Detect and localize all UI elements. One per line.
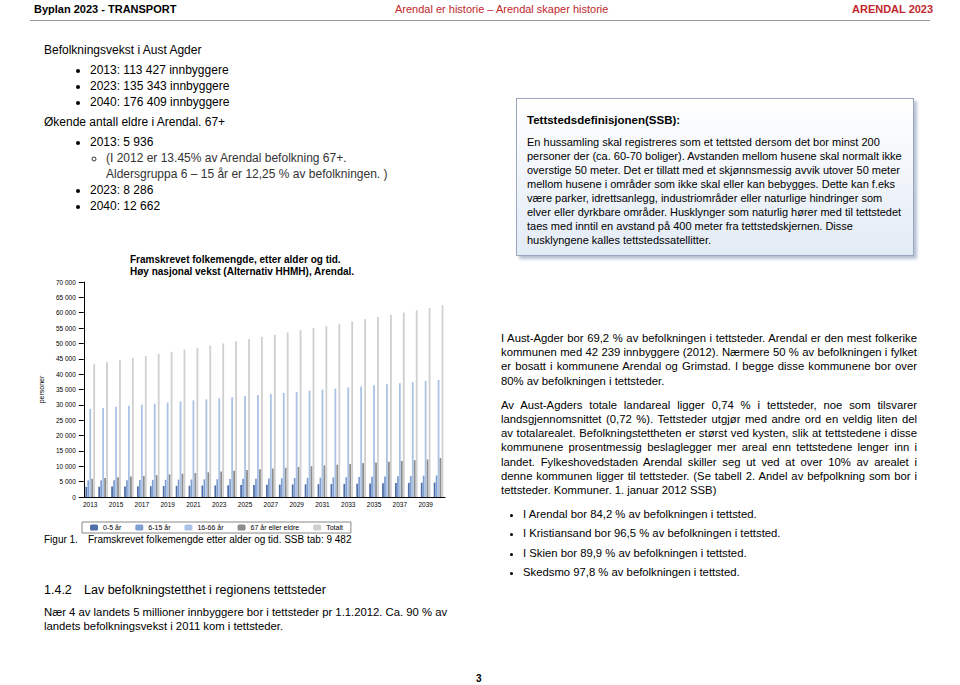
- svg-text:50 000: 50 000: [56, 340, 76, 347]
- svg-text:2029: 2029: [289, 501, 304, 508]
- html-text:Økende antall eldre i Arendal.: Økende antall eldre i Arendal. 67+: [44, 115, 226, 129]
- html-text:2023: 135 343 innbyggere: 2023: 135 343 innbyggere: [90, 79, 230, 93]
- html-text:Av Aust-Agders totale landarea: Av Aust-Agders totale landareal ligger 0…: [501, 398, 917, 496]
- html-text:Befolkningsvekst i Aust Agder: Befolkningsvekst i Aust Agder: [44, 43, 202, 57]
- svg-text:2033: 2033: [341, 501, 356, 508]
- html-text:(I 2012 er 13.45% av Arendal b: (I 2012 er 13.45% av Arendal befolkning …: [106, 151, 347, 165]
- svg-text:2017: 2017: [135, 501, 150, 508]
- svg-text:Høy nasjonal vekst (Alternativ: Høy nasjonal vekst (Alternativ HHMH), Ar…: [130, 266, 354, 277]
- svg-text:0: 0: [72, 494, 76, 501]
- svg-text:15 000: 15 000: [56, 447, 76, 454]
- html-text:Aldersgruppa 6 – 15 år er 12,2: Aldersgruppa 6 – 15 år er 12,25 % av bef…: [106, 167, 388, 181]
- html-text:2013: 5 936: 2013: 5 936: [90, 135, 154, 149]
- svg-text:0-5 år: 0-5 år: [103, 524, 122, 531]
- html-text:ARENDAL 2023: ARENDAL 2023: [852, 3, 934, 15]
- svg-text:20 000: 20 000: [56, 432, 76, 439]
- svg-text:2027: 2027: [264, 501, 279, 508]
- svg-text:16-66 år: 16-66 år: [197, 524, 224, 531]
- svg-text:2021: 2021: [186, 501, 201, 508]
- html-text:I Aust-Agder bor 69,2 % av bef: I Aust-Agder bor 69,2 % av befolkningen …: [501, 332, 917, 387]
- html-text:Figur 1.: Figur 1.: [44, 534, 78, 545]
- svg-text:2015: 2015: [109, 501, 124, 508]
- svg-text:Framskrevet folkemengde, etter: Framskrevet folkemengde, etter alder og …: [130, 254, 341, 265]
- html-text:1.4.2: 1.4.2: [44, 583, 72, 597]
- svg-text:10 000: 10 000: [56, 463, 76, 470]
- html-text:I Kristiansand bor 96,5 % av b: I Kristiansand bor 96,5 % av befolkninge…: [523, 527, 781, 540]
- html-text:Tettstedsdefinisjonen(SSB):: Tettstedsdefinisjonen(SSB):: [527, 114, 681, 126]
- html-text:Nær 4 av landets 5 millioner i: Nær 4 av landets 5 millioner innbyggere …: [44, 606, 448, 632]
- svg-text:65 000: 65 000: [56, 294, 76, 301]
- svg-text:2037: 2037: [393, 501, 408, 508]
- svg-text:personer: personer: [38, 375, 46, 403]
- svg-text:5 000: 5 000: [59, 478, 76, 485]
- html-text:2013: 113 427 innbyggere: 2013: 113 427 innbyggere: [90, 63, 229, 77]
- html-text:I Skien bor 89,9 % av befolkni: I Skien bor 89,9 % av befolkningen i tet…: [523, 546, 747, 559]
- html-text:Byplan 2023 - TRANSPORT: Byplan 2023 - TRANSPORT: [34, 3, 177, 15]
- svg-text:67 år eller eldre: 67 år eller eldre: [251, 524, 300, 531]
- html-text:Framskrevet folkemengde etter: Framskrevet folkemengde etter alder og t…: [88, 534, 352, 545]
- svg-text:55 000: 55 000: [56, 325, 76, 332]
- svg-text:6-15 år: 6-15 år: [148, 524, 171, 531]
- svg-text:2039: 2039: [418, 501, 433, 508]
- svg-text:2013: 2013: [83, 501, 98, 508]
- svg-text:2025: 2025: [238, 501, 253, 508]
- html-text:Arendal er historie – Arendal: Arendal er historie – Arendal skaper his…: [395, 3, 609, 15]
- html-text:2023: 8 286: 2023: 8 286: [90, 183, 154, 197]
- svg-text:2031: 2031: [315, 501, 330, 508]
- html-text:3: 3: [476, 673, 482, 684]
- svg-text:35 000: 35 000: [56, 386, 76, 393]
- html-text:2040: 12 662: 2040: 12 662: [90, 199, 161, 213]
- svg-text:30 000: 30 000: [56, 401, 76, 408]
- html-text:Skedsmo 97,8 % av befolkningen: Skedsmo 97,8 % av befolkningen i tettste…: [523, 565, 740, 578]
- html-text:I Arendal bor 84,2 % av befolk: I Arendal bor 84,2 % av befolkningen i t…: [523, 508, 757, 521]
- html-text:2040: 176 409 innbyggere: 2040: 176 409 innbyggere: [90, 95, 230, 109]
- html-text:En hussamling skal registreres: En hussamling skal registreres som et te…: [527, 136, 902, 246]
- svg-text:60 000: 60 000: [56, 309, 76, 316]
- svg-text:Totalt: Totalt: [326, 524, 343, 531]
- svg-text:2035: 2035: [367, 501, 382, 508]
- svg-text:2019: 2019: [160, 501, 175, 508]
- svg-text:45 000: 45 000: [56, 355, 76, 362]
- svg-text:25 000: 25 000: [56, 417, 76, 424]
- svg-text:70 000: 70 000: [56, 279, 76, 286]
- html-text:Lav befolkningstetthet i regio: Lav befolkningstetthet i regionens tetts…: [84, 583, 326, 597]
- svg-text:2023: 2023: [212, 501, 227, 508]
- svg-text:40 000: 40 000: [56, 371, 76, 378]
